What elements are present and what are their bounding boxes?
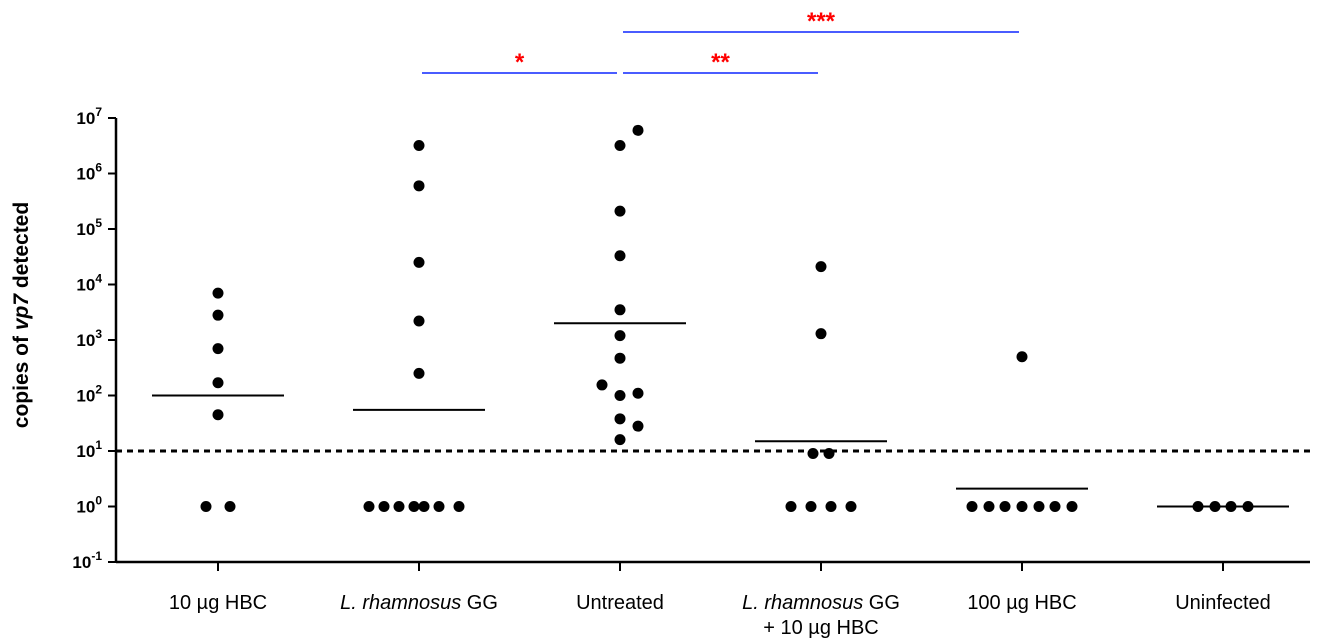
data-point [614,250,626,262]
axes [108,117,1310,571]
y-tick-label: 107 [76,105,102,128]
data-point [1192,501,1204,512]
y-tick-label: 106 [76,161,102,184]
data-point [1209,501,1221,512]
data-point [825,501,837,512]
data-point [614,205,626,217]
data-point [378,501,390,512]
significance-brackets: * ***** [422,8,1019,76]
data-point [413,256,425,268]
x-tick-label: 10 µg HBC [169,592,267,614]
y-tick-labels: 107 106 105 104 103 102 101 100 10-1 [72,105,102,572]
y-tick-label: 104 [76,272,102,295]
y-axis-label-part: detected [10,202,33,294]
significance-label: *** [807,8,836,35]
data-point [1242,501,1254,512]
y-tick-label: 103 [76,327,102,350]
y-tick-label: 10-1 [72,549,102,572]
data-point [815,328,827,340]
data-point [363,501,375,512]
data-point [413,315,425,327]
x-tick-label: L. rhamnosus GG [742,592,900,614]
data-point [1225,501,1237,512]
data-point [408,501,420,512]
data-point [212,409,224,421]
category-labels: 10 µg HBC L. rhamnosus GG Untreated L. rham… [169,592,1271,638]
data-point [1016,351,1028,363]
data-point [805,501,817,512]
data-point [823,448,835,460]
x-tick-label: Uninfected [1175,592,1271,614]
data-point [418,501,430,512]
y-tick-label: 105 [76,216,102,239]
x-tick-label: L. rhamnosus GG [340,592,498,614]
significance-label: ** [711,49,730,76]
data-point [413,367,425,379]
data-point [614,434,626,446]
data-point [1016,501,1028,512]
data-point [200,501,212,512]
data-point [807,448,819,460]
data-point [815,261,827,273]
data-point [785,501,797,512]
data-point [212,377,224,389]
data-point [845,501,857,512]
data-point [212,343,224,355]
y-tick-label: 101 [76,438,102,461]
data-point [1066,501,1078,512]
median-lines [152,322,1289,508]
data-point [999,501,1011,512]
data-point [413,180,425,192]
data-point [614,390,626,401]
data-point [614,304,626,316]
data-point [632,387,644,399]
data-point [983,501,995,512]
x-tick-label: Untreated [576,592,664,614]
data-point [393,501,405,512]
data-point [224,501,236,512]
data-point [596,379,608,391]
y-axis-label-part: copies of [10,330,33,428]
y-tick-label: 100 [76,494,102,517]
data-points [200,124,1254,512]
x-tick-label-line2: + 10 µg HBC [763,617,878,638]
data-point [413,139,425,151]
significance-label: * [515,49,525,76]
data-point [614,352,626,364]
data-point [614,330,626,342]
data-point [614,139,626,151]
y-tick-label: 102 [76,383,102,406]
y-axis-label: copies of vp7 detected [10,202,33,428]
data-point [966,501,978,512]
data-point [453,501,465,512]
x-tick-label: 100 µg HBC [967,592,1076,614]
data-point [1033,501,1045,512]
data-point [632,420,644,432]
data-point [212,287,224,299]
y-axis-label-italic: vp7 [10,293,33,331]
data-point [1049,501,1061,512]
data-point [632,124,644,136]
data-point [212,309,224,321]
data-point [614,413,626,425]
data-point [433,501,445,512]
